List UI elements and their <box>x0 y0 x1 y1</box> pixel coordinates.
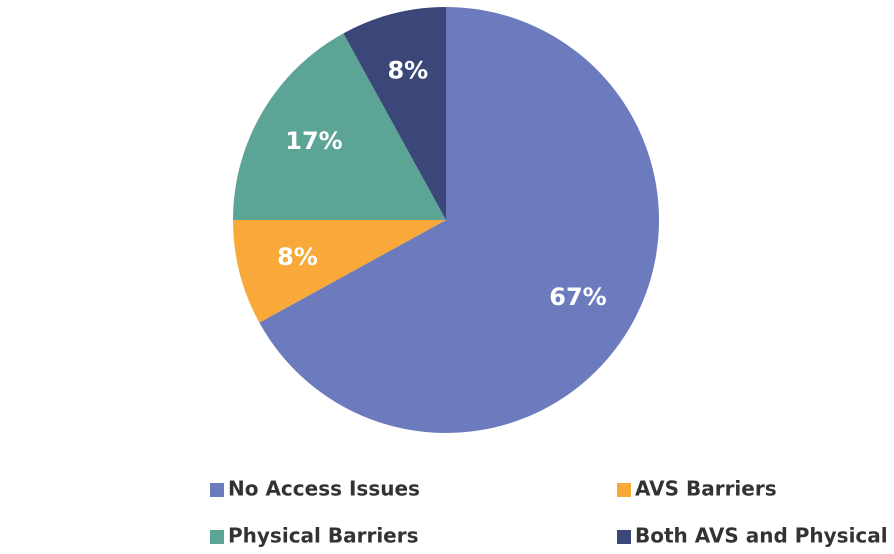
legend-swatch <box>617 483 631 497</box>
pie-slice <box>233 220 446 323</box>
legend-label: AVS Barriers <box>635 477 777 501</box>
data-label: 8% <box>277 243 318 271</box>
legend-swatch <box>617 530 631 544</box>
legend-label: Physical Barriers <box>228 524 419 548</box>
pie-slice <box>233 33 446 220</box>
data-label: 67% <box>549 283 606 311</box>
legend-label: Both AVS and Physical Barriers <box>635 524 894 548</box>
data-label: 17% <box>285 127 342 155</box>
pie-slice <box>259 7 660 434</box>
legend-label: No Access Issues <box>228 477 420 501</box>
data-label: 8% <box>387 56 428 84</box>
legend-swatch <box>210 483 224 497</box>
pie-slice <box>343 7 446 220</box>
legend-swatch <box>210 530 224 544</box>
